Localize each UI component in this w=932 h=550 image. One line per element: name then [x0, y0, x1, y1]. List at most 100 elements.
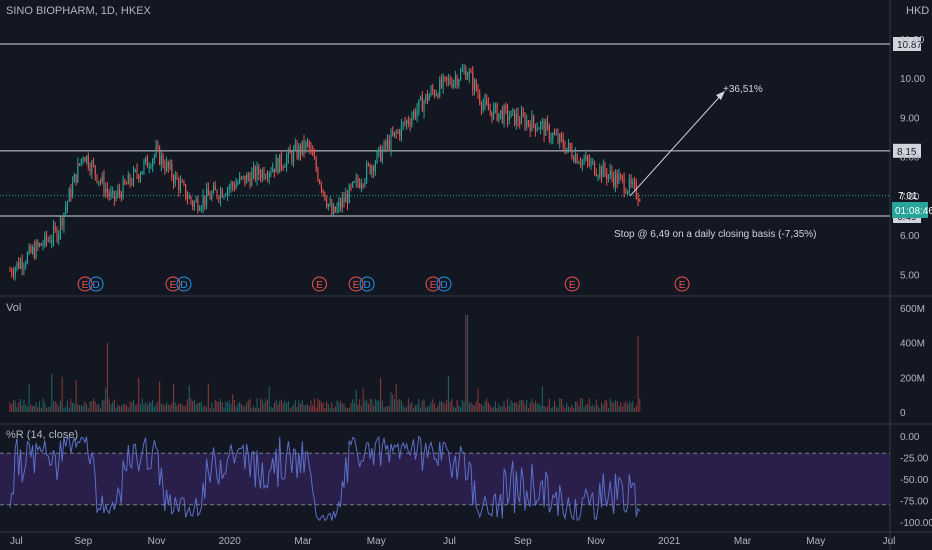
volume-bar	[336, 400, 338, 412]
candle-body	[524, 116, 526, 128]
candle-body	[127, 174, 129, 185]
volume-bar	[120, 405, 122, 412]
target-arrow[interactable]	[629, 92, 724, 197]
event-marker-label: E	[82, 280, 89, 291]
time-tick-label: Sep	[74, 536, 92, 547]
current-price-badge	[892, 202, 928, 218]
volume-bar	[543, 406, 545, 412]
volume-bar	[30, 404, 32, 412]
candle-body	[115, 195, 117, 199]
candle-body	[627, 191, 629, 194]
volume-bar	[538, 403, 540, 412]
volume-bar	[185, 405, 187, 412]
volume-bar	[468, 402, 470, 412]
price-tick-label: 6.00	[900, 231, 920, 242]
candle-body	[567, 143, 569, 148]
candle-body	[206, 188, 208, 205]
volume-bar	[289, 408, 291, 412]
event-marker-label: E	[316, 280, 323, 291]
candle-body	[253, 167, 255, 173]
candle-body	[251, 172, 253, 186]
volume-bar	[635, 405, 637, 412]
volume-bar	[14, 400, 16, 412]
candle-body	[192, 201, 194, 207]
volume-bar	[148, 401, 150, 412]
volume-bar	[101, 400, 103, 412]
volume-bar	[72, 402, 74, 412]
volume-bar	[291, 406, 293, 412]
earnings-marker[interactable]	[77, 276, 93, 292]
wr-tick-label: -25.00	[900, 454, 929, 465]
earnings-marker[interactable]	[674, 276, 690, 292]
volume-bar	[204, 405, 206, 412]
candle-body	[336, 207, 338, 213]
price-tick-label: 5.00	[900, 271, 920, 282]
volume-tick-label: 200M	[900, 373, 925, 384]
horizontal-levels[interactable]: 10.878.156.49	[0, 37, 922, 223]
candle-body	[635, 183, 637, 198]
candle-body	[73, 174, 75, 183]
candle-body	[124, 179, 126, 184]
volume-bar	[484, 401, 486, 412]
candle-body	[414, 111, 416, 118]
volume-bar	[312, 404, 314, 412]
candle-body	[209, 195, 211, 200]
earnings-marker[interactable]	[311, 276, 327, 292]
earnings-marker[interactable]	[348, 276, 364, 292]
volume-bar	[223, 407, 225, 412]
volume-bar	[423, 399, 425, 412]
candle-body	[291, 153, 293, 162]
candle-body	[139, 174, 142, 180]
earnings-marker[interactable]	[165, 276, 181, 292]
earnings-marker[interactable]	[425, 276, 441, 292]
candle-body	[348, 185, 350, 204]
time-tick-label: Mar	[294, 536, 312, 547]
volume-bar	[362, 388, 364, 412]
volume-bar	[352, 399, 354, 412]
candle-body	[240, 176, 242, 178]
volume-bar	[282, 403, 284, 412]
volume-bar	[87, 408, 89, 412]
volume-bar	[628, 401, 630, 412]
candle-body	[592, 161, 594, 163]
volume-bar	[458, 405, 460, 412]
volume-bar	[552, 407, 554, 412]
target-annotation[interactable]: +36,51%	[723, 84, 763, 95]
candle-body	[580, 163, 582, 165]
candle-body	[181, 181, 183, 183]
candle-body	[174, 174, 176, 184]
currency-label[interactable]: HKD	[906, 5, 929, 17]
candle-body	[218, 197, 220, 200]
candle-body	[346, 194, 349, 204]
candle-body	[520, 112, 522, 124]
candle-body	[343, 198, 345, 203]
volume-bar	[197, 402, 199, 412]
volume-bar	[500, 406, 502, 412]
candle-body	[475, 80, 477, 91]
volume-bar	[616, 401, 618, 412]
earnings-marker[interactable]	[564, 276, 580, 292]
volume-bar	[578, 405, 580, 412]
candle-body	[360, 184, 362, 188]
volume-bar	[293, 404, 295, 412]
candle-body	[176, 174, 178, 180]
price-tick-label: 9.00	[900, 113, 920, 124]
candle-body	[369, 164, 371, 174]
dividend-marker[interactable]	[88, 276, 104, 292]
candle-body	[303, 140, 305, 151]
stop-annotation[interactable]: Stop @ 6,49 on a daily closing basis (-7…	[614, 229, 816, 240]
candle-body	[11, 270, 13, 274]
candle-body	[487, 104, 489, 111]
dividend-marker[interactable]	[436, 276, 452, 292]
dividend-marker[interactable]	[359, 276, 375, 292]
volume-bar	[134, 404, 136, 412]
price-tick-label: 8.00	[900, 153, 920, 164]
volume-bar	[19, 399, 21, 412]
level-badge	[893, 37, 921, 51]
dividend-marker[interactable]	[176, 276, 192, 292]
symbol-title: SINO BIOPHARM, 1D, HKEX	[6, 5, 152, 17]
volume-bar	[554, 400, 556, 412]
